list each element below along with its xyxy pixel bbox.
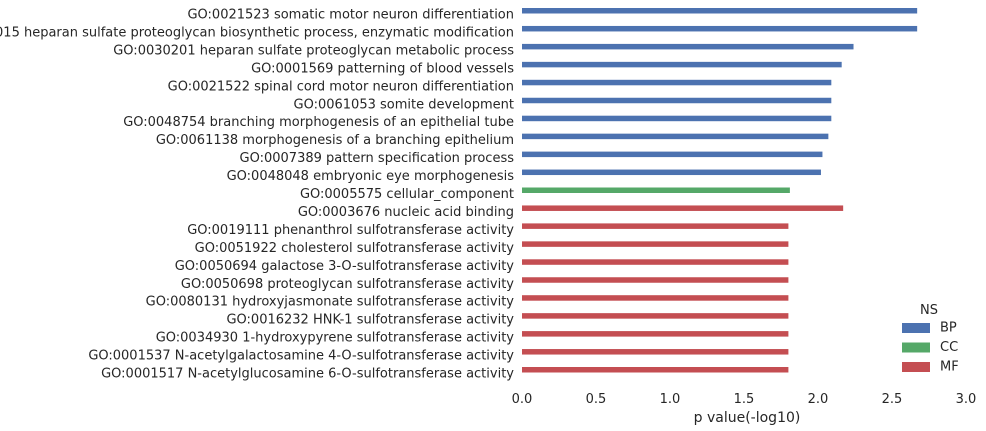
- bar-mf: [522, 295, 789, 301]
- bar-bp: [522, 61, 842, 68]
- x-tick-label: 0.0: [512, 392, 533, 407]
- x-tick-label: 2.5: [882, 392, 903, 407]
- category-label: GO:0001537 N-acetylgalactosamine 4-O-sul…: [88, 349, 514, 364]
- bar-bp: [522, 115, 832, 122]
- x-tick-label: 2.0: [808, 392, 829, 407]
- x-axis: 0.0 0.5 1.0 1.5 2.0 2.5 3.0: [512, 392, 977, 407]
- bar-bp: [522, 8, 918, 14]
- x-tick-label: 0.5: [586, 392, 607, 407]
- legend-title: NS: [920, 303, 938, 318]
- bar-mf: [522, 367, 789, 373]
- category-label: GO:0048754 branching morphogenesis of an…: [123, 115, 514, 130]
- legend-swatch-bp: [902, 323, 930, 333]
- legend-swatch-cc: [902, 342, 930, 353]
- category-label: GO:0050698 proteoglycan sulfotransferase…: [181, 277, 514, 292]
- category-label: GO:0015015 heparan sulfate proteoglycan …: [0, 25, 514, 40]
- category-label: GO:0080131 hydroxyjasmonate sulfotransfe…: [146, 295, 515, 310]
- category-label: GO:0034930 1-hydroxypyrene sulfotransfer…: [156, 331, 515, 346]
- x-axis-label: p value(-log10): [694, 410, 801, 426]
- x-tick-label: 3.0: [956, 392, 977, 407]
- x-tick-label: 1.0: [660, 392, 681, 407]
- category-label: GO:0030201 heparan sulfate proteoglycan …: [113, 43, 514, 58]
- legend-swatch-mf: [902, 362, 930, 372]
- x-tick-label: 1.5: [734, 392, 755, 407]
- category-label: GO:0021523 somatic motor neuron differen…: [187, 8, 514, 23]
- category-label: GO:0061053 somite development: [294, 97, 514, 112]
- category-label: GO:0021522 spinal cord motor neuron diff…: [168, 79, 514, 94]
- bar-mf: [522, 259, 789, 265]
- bar-cc: [522, 187, 790, 193]
- category-label: GO:0019111 phenanthrol sulfotransferase …: [187, 223, 514, 238]
- legend-label: BP: [940, 321, 957, 336]
- category-label: GO:0001517 N-acetylglucosamine 6-O-sulfo…: [101, 367, 514, 382]
- bar-mf: [522, 277, 789, 283]
- category-label: GO:0003676 nucleic acid binding: [298, 205, 514, 220]
- legend: NS BP CC MF: [902, 303, 959, 375]
- category-label: GO:0001569 patterning of blood vessels: [251, 61, 514, 76]
- bar-mf: [522, 205, 844, 211]
- bar-bp: [522, 133, 829, 140]
- bar-mf: [522, 313, 789, 319]
- bar-bp: [522, 43, 854, 50]
- legend-label: CC: [940, 340, 958, 355]
- bar-mf: [522, 223, 789, 229]
- category-label: GO:0007389 pattern specification process: [240, 151, 515, 166]
- category-label: GO:0050694 galactose 3-O-sulfotransferas…: [175, 259, 515, 274]
- category-label: GO:0051922 cholesterol sulfotransferase …: [195, 241, 515, 256]
- bar-mf: [522, 349, 789, 355]
- legend-label: MF: [940, 360, 959, 375]
- bar-mf: [522, 241, 789, 247]
- bar-bp: [522, 25, 918, 32]
- category-label: GO:0048048 embryonic eye morphogenesis: [227, 169, 515, 184]
- bars: [522, 8, 918, 373]
- bar-bp: [522, 79, 832, 86]
- category-label: GO:0016232 HNK-1 sulfotransferase activi…: [226, 313, 514, 328]
- bar-bp: [522, 97, 832, 104]
- bar-bp: [522, 169, 821, 176]
- category-label: GO:0005575 cellular_component: [300, 187, 514, 202]
- category-label: GO:0061138 morphogenesis of a branching …: [156, 133, 514, 148]
- category-labels: GO:0021523 somatic motor neuron differen…: [0, 8, 514, 382]
- bar-bp: [522, 151, 823, 158]
- bar-mf: [522, 331, 789, 337]
